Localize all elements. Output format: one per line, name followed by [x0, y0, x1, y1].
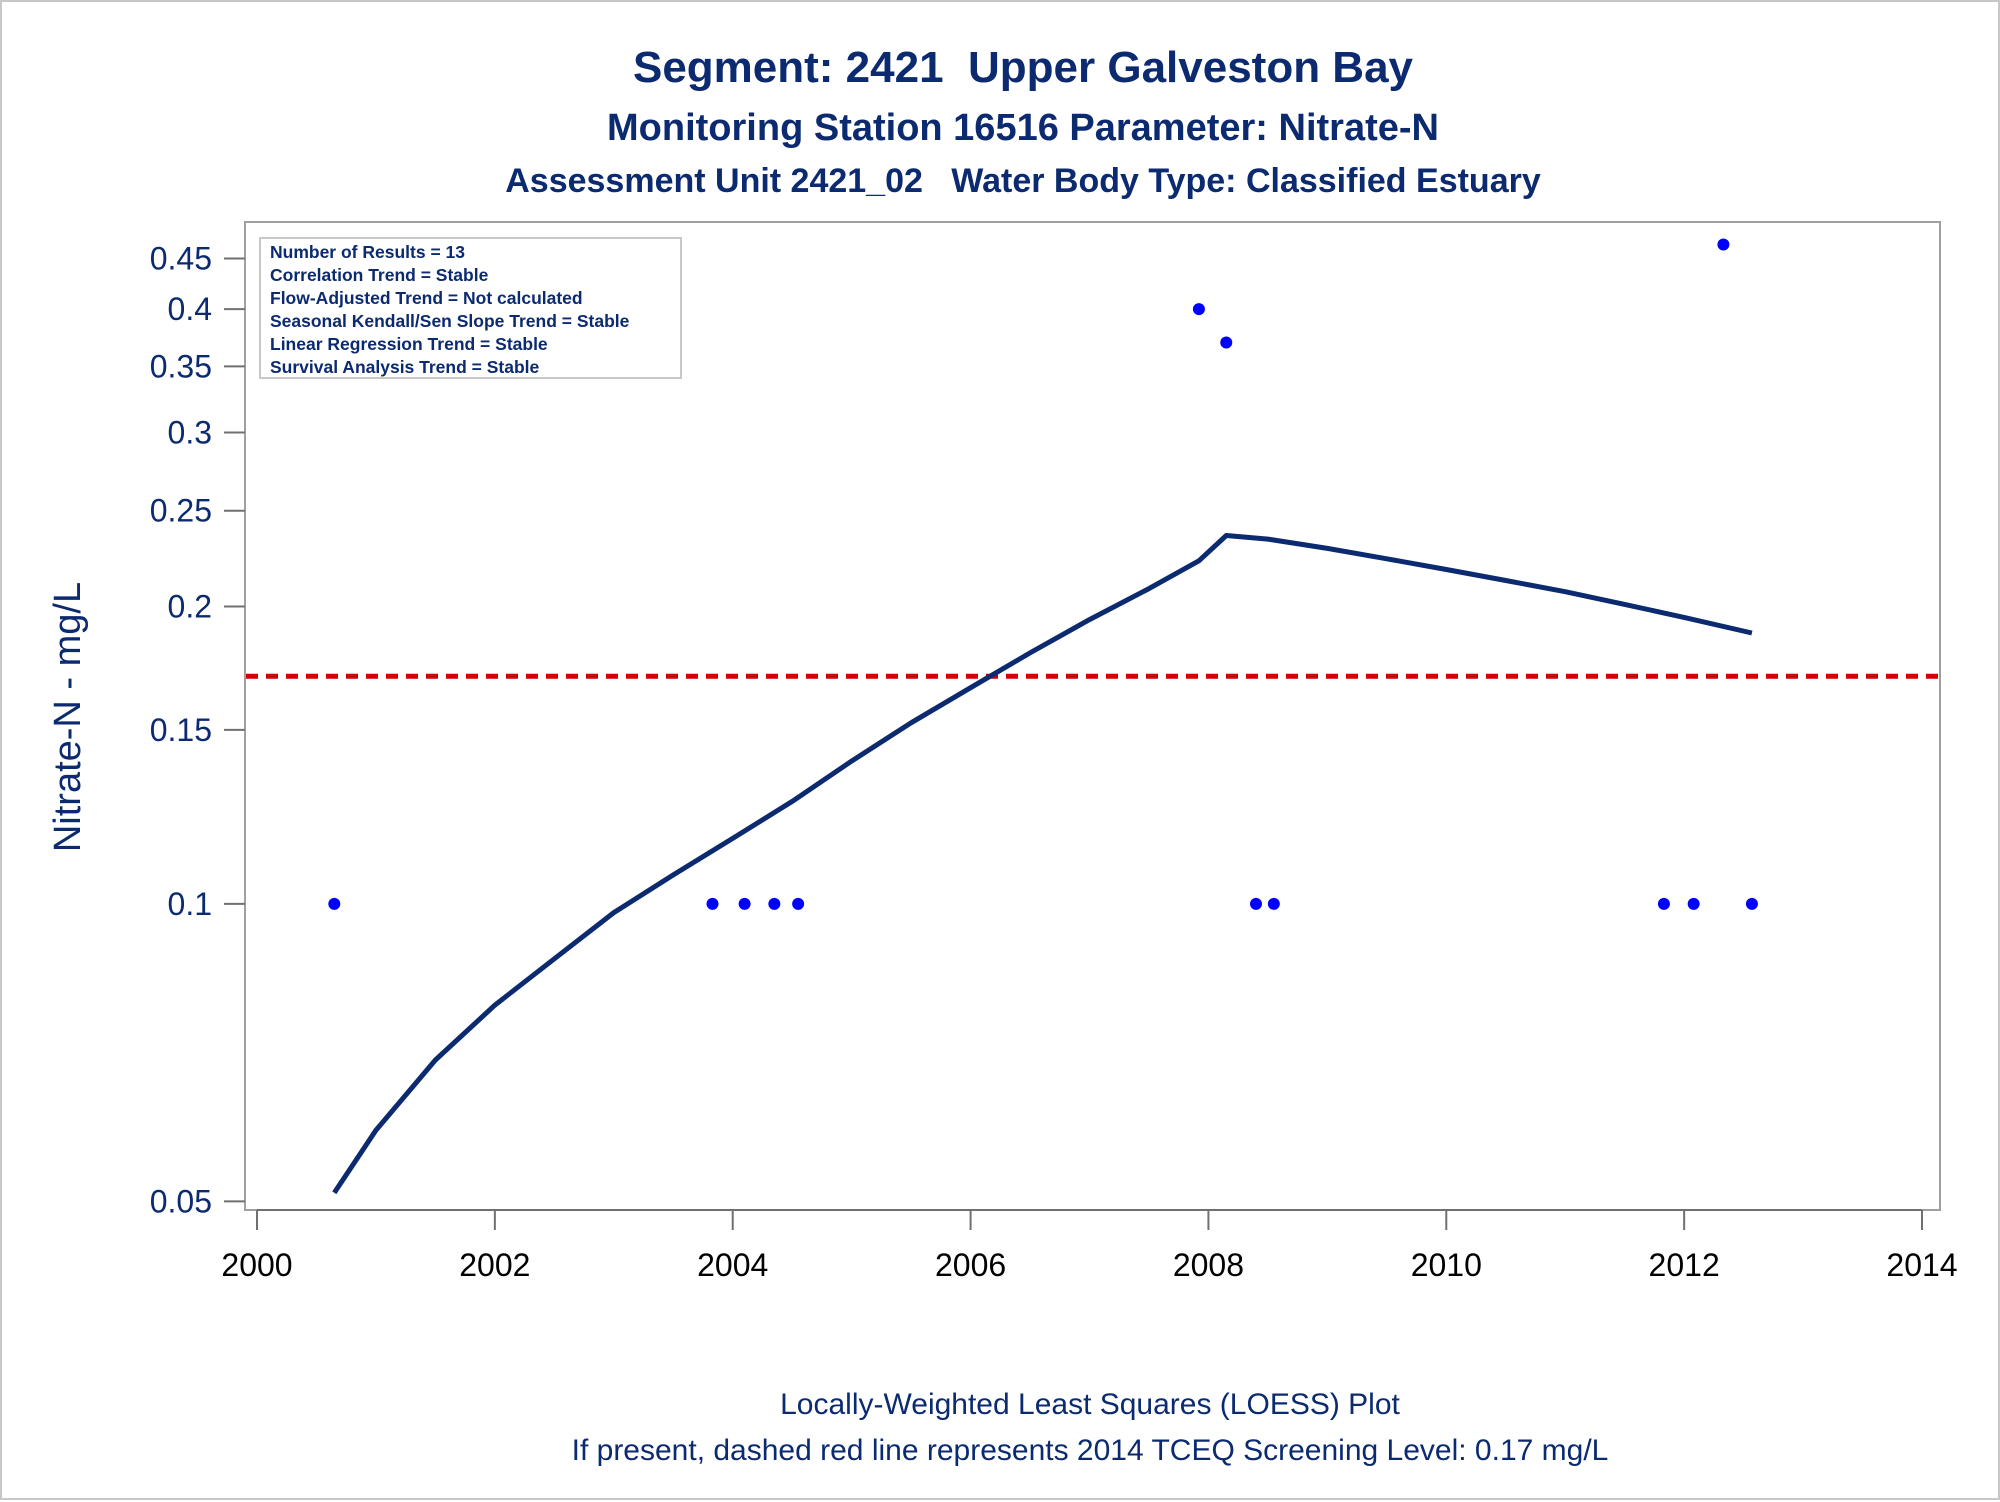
- data-point: [1192, 303, 1205, 316]
- stats-box: Number of Results = 13 Correlation Trend …: [259, 237, 682, 379]
- y-tick-label: 0.3: [168, 415, 212, 451]
- y-axis-label: Nitrate-N - mg/L: [47, 582, 89, 852]
- stats-line: Flow-Adjusted Trend = Not calculated: [270, 288, 583, 308]
- y-tick-label: 0.05: [150, 1183, 212, 1219]
- data-point: [328, 897, 341, 910]
- data-point: [1745, 897, 1758, 910]
- data-point: [1220, 336, 1233, 349]
- stats-line: Correlation Trend = Stable: [270, 265, 489, 285]
- loess-line: [332, 533, 1753, 1195]
- y-tick-label: 0.45: [150, 241, 212, 277]
- points-group: [328, 238, 1758, 910]
- data-point: [1717, 238, 1730, 251]
- x-tick-label: 2012: [1649, 1247, 1720, 1283]
- stats-line: Linear Regression Trend = Stable: [270, 334, 548, 354]
- data-point: [1687, 897, 1700, 910]
- y-tick-label: 0.15: [150, 712, 212, 748]
- y-tick-label: 0.2: [168, 588, 212, 624]
- chart-title: Segment: 2421 Upper Galveston Bay: [633, 43, 1414, 92]
- chart-subtitle-2: Assessment Unit 2421_02 Water Body Type:…: [505, 162, 1541, 200]
- x-tick-label: 2010: [1411, 1247, 1482, 1283]
- y-tick-label: 0.4: [168, 291, 212, 327]
- y-tick-label: 0.35: [150, 348, 212, 384]
- x-tick-label: 2006: [935, 1247, 1006, 1283]
- x-tick-label: 2008: [1173, 1247, 1244, 1283]
- x-tick-label: 2002: [459, 1247, 530, 1283]
- data-point: [738, 897, 751, 910]
- y-tick-label: 0.1: [168, 886, 212, 922]
- data-point: [1267, 897, 1280, 910]
- x-tick-label: 2004: [697, 1247, 768, 1283]
- stats-line: Number of Results = 13: [270, 242, 465, 262]
- y-tick-label: 0.25: [150, 493, 212, 529]
- data-point: [1657, 897, 1670, 910]
- data-point: [706, 897, 719, 910]
- x-tick-label: 2014: [1886, 1247, 1957, 1283]
- footnote-screening-level: If present, dashed red line represents 2…: [572, 1434, 1609, 1467]
- data-point: [1250, 897, 1262, 910]
- footnote-loess: Locally-Weighted Least Squares (LOESS) P…: [780, 1388, 1400, 1421]
- plot-area: [244, 221, 1941, 1211]
- data-point: [792, 897, 805, 910]
- loess-group: [332, 533, 1753, 1195]
- data-point: [768, 897, 781, 910]
- x-axis: 2000 2002 2004 2006 2008 2010 2012 2014: [221, 1209, 1958, 1283]
- stats-box-frame: [259, 237, 682, 379]
- x-tick-label: 2000: [221, 1247, 292, 1283]
- chart-subtitle: Monitoring Station 16516 Parameter: Nitr…: [607, 107, 1439, 149]
- stats-line: Survival Analysis Trend = Stable: [270, 357, 540, 377]
- y-axis: 0.05 0.1 0.15 0.2 0.25 0.3 0.35 0.4 0.45: [150, 241, 245, 1219]
- stats-line: Seasonal Kendall/Sen Slope Trend = Stabl…: [270, 311, 630, 331]
